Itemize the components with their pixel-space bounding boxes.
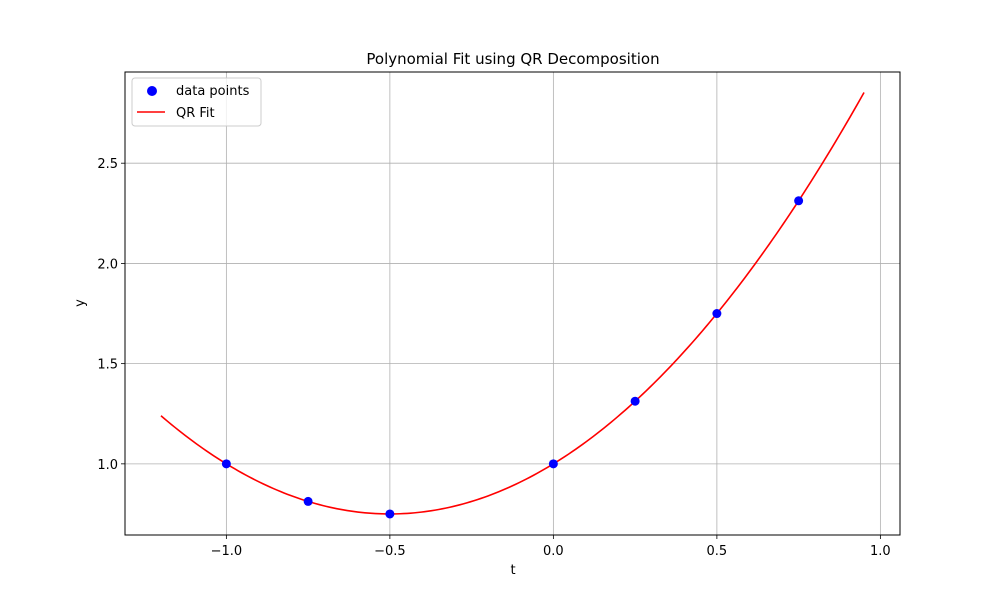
- grid-lines: [125, 72, 900, 535]
- x-tick-label: −0.5: [374, 544, 406, 559]
- x-tick-label: 1.0: [870, 544, 891, 559]
- axes-frame: [124, 71, 901, 536]
- y-tick-label: 2.5: [97, 157, 118, 172]
- data-point: [794, 196, 804, 206]
- data-point: [630, 396, 640, 406]
- data-point: [221, 459, 231, 469]
- y-axis-ticks: 1.0 1.5 2.0 2.5: [97, 157, 125, 473]
- legend: data points QR Fit: [131, 77, 262, 127]
- x-tick-label: 0.0: [543, 544, 564, 559]
- fit-line-layer: [160, 92, 865, 515]
- data-point: [548, 459, 558, 469]
- data-point: [303, 496, 313, 506]
- legend-marker-data-points: [147, 86, 157, 96]
- y-tick-label: 2.0: [97, 257, 118, 272]
- legend-label-qr-fit: QR Fit: [176, 106, 215, 121]
- y-tick-label: 1.0: [97, 458, 118, 473]
- data-point: [385, 509, 395, 519]
- y-axis-label: y: [73, 299, 88, 307]
- x-tick-label: 0.5: [707, 544, 728, 559]
- x-axis-ticks: −1.0 −0.5 0.0 0.5 1.0: [211, 535, 891, 559]
- x-tick-label: −1.0: [211, 544, 243, 559]
- y-tick-label: 1.5: [97, 358, 118, 373]
- data-point: [712, 309, 722, 319]
- legend-box: [131, 77, 262, 127]
- chart-title: Polynomial Fit using QR Decomposition: [366, 50, 659, 68]
- x-axis-label: t: [510, 563, 515, 578]
- data-points-layer: [221, 196, 804, 519]
- legend-label-data-points: data points: [176, 84, 250, 99]
- qr-fit-line: [160, 92, 865, 515]
